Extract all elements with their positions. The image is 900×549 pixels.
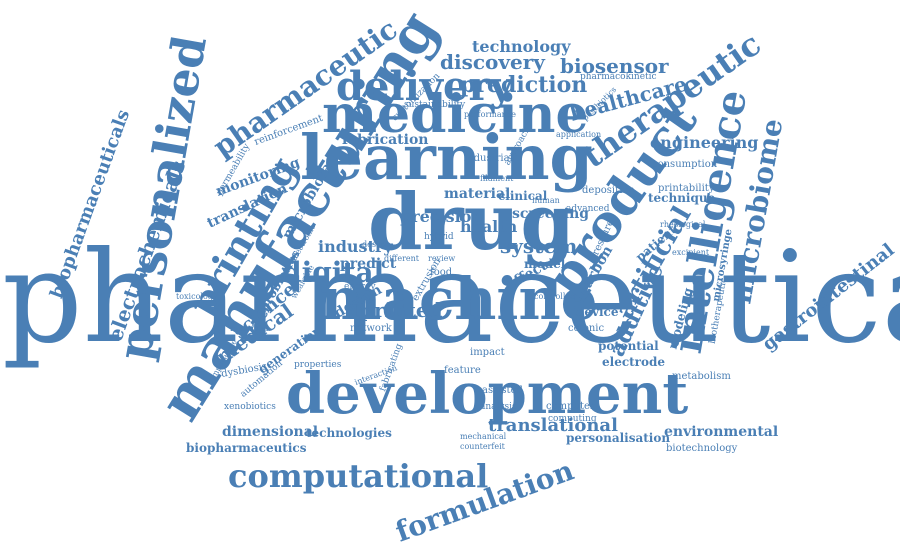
word-pharmaceutical: pharmaceutical [2,223,900,371]
word-filament: filament [480,174,514,184]
word-xenobiotics: xenobiotics [224,401,276,412]
word-metabolism: metabolism [672,370,731,382]
word-computing: computing [548,413,597,424]
word-potential: potential [598,339,659,354]
word-electrode: electrode [602,355,666,370]
word-technologies: technologies [306,426,392,441]
word-hybrid: hybrid [424,231,454,242]
word-pharmacokinetic: pharmacokinetic [580,71,657,82]
word-precision: precision [400,206,484,226]
word-different: different [384,254,420,264]
word-technique: technique [648,191,716,206]
word-biotechnology: biotechnology [666,442,738,454]
word-digital: digital [282,256,385,290]
word-industry: industry [318,236,393,256]
word-computer: computer [546,400,595,412]
word-controlled: controlled [534,292,576,302]
word-network: network [350,322,392,334]
word-fabrication: fabrication [342,131,429,148]
word-mechanical: mechanical [460,432,507,442]
word-food: food [430,266,453,278]
word-material: material [444,185,511,202]
word-dimensional: dimensional [222,423,319,440]
word-printed: printed [360,297,443,322]
word-model: model [524,257,566,272]
word-technology: technology [472,36,571,56]
word-system: system [500,233,578,258]
word-drug: drug [368,177,575,269]
word-biopharmaceutics: biopharmaceutics [186,441,307,456]
word-impact: impact [470,346,505,358]
word-industrial: industrial [464,152,513,164]
word-energy: energy [344,281,376,292]
word-rheological: rheological [660,220,706,230]
word-deposition: deposition [582,184,635,196]
word-human: human [532,196,560,206]
word-sustainability: sustainability [404,99,466,110]
word-development: development [286,361,689,428]
word-engineering: engineering [650,132,759,152]
word-printability: printability [658,182,715,194]
word-clinical: clinical [498,189,548,204]
word-translational: translational [488,415,618,437]
word-counterfeit: counterfeit [460,442,505,452]
word-assisted: assisted [482,384,523,396]
word-review: review [428,254,456,264]
word-device: device [576,305,619,320]
word-consumption: consumption [652,158,718,170]
word-properties: properties [294,359,342,370]
word-performance: performance [464,110,517,120]
word-health: health [460,216,518,236]
word-machine: machine [320,265,598,334]
word-predict: predict [340,255,397,272]
word-environmental: environmental [664,423,779,440]
word-toxicology: toxicology [176,292,218,302]
word-computational: computational [228,456,489,495]
word-dosage: dosage [362,240,391,250]
word-biosensor: biosensor [560,53,669,78]
word-excipient: excipient [672,248,710,258]
word-microbial: microbial [230,324,269,334]
word-discovery: discovery [440,49,545,74]
word-analysis: analysis [480,401,517,412]
word-delivery: delivery [336,63,513,111]
word-personalisation: personalisation [566,431,671,446]
word-colonic: colonic [568,322,605,334]
word-screening: screening [512,205,590,222]
word-learning: learning [300,121,593,195]
word-medicine: medicine [322,84,589,146]
word-feature: feature [444,364,481,376]
word-prediction: prediction [460,71,588,98]
word-application: application [556,130,602,140]
word-advanced: advanced [566,203,610,214]
